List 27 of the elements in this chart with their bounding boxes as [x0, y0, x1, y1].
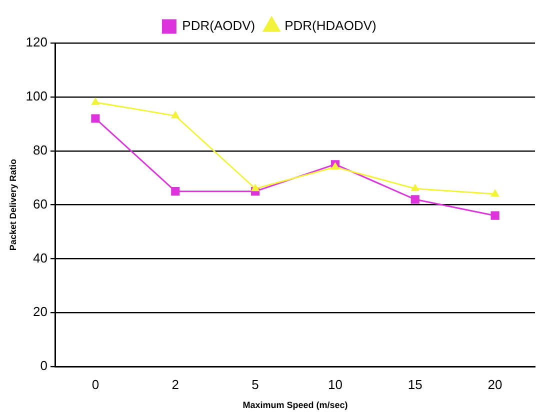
x-tick-label: 10 [328, 376, 342, 392]
x-axis-title: Maximum Speed (m/sec) [242, 400, 348, 410]
point [491, 190, 499, 197]
legend-label: PDR(AODV) [182, 18, 256, 34]
point [331, 162, 339, 170]
y-tick-label: 120 [26, 34, 48, 50]
point [410, 195, 420, 204]
x-tick-label: 15 [408, 376, 422, 392]
x-tick-label: 0 [92, 376, 100, 392]
y-tick-label: 100 [26, 88, 48, 104]
point [252, 184, 260, 192]
point [92, 98, 100, 105]
point [91, 114, 100, 123]
y-tick-label: 0 [40, 358, 48, 374]
point [171, 187, 180, 196]
y-tick-label: 40 [33, 250, 48, 266]
y-axis-title: Packet Delivery Ratio [8, 158, 18, 251]
x-tick-label: 20 [488, 376, 502, 392]
x-tick-label: 2 [172, 376, 179, 392]
x-tick-label: 5 [252, 376, 259, 392]
point [411, 184, 419, 192]
point [490, 211, 500, 220]
y-tick-label: 20 [33, 304, 48, 320]
legend-label: PDR(HDAODV) [284, 18, 376, 34]
point [172, 112, 180, 118]
y-tick-label: 80 [33, 142, 48, 158]
y-tick-label: 60 [33, 196, 48, 212]
